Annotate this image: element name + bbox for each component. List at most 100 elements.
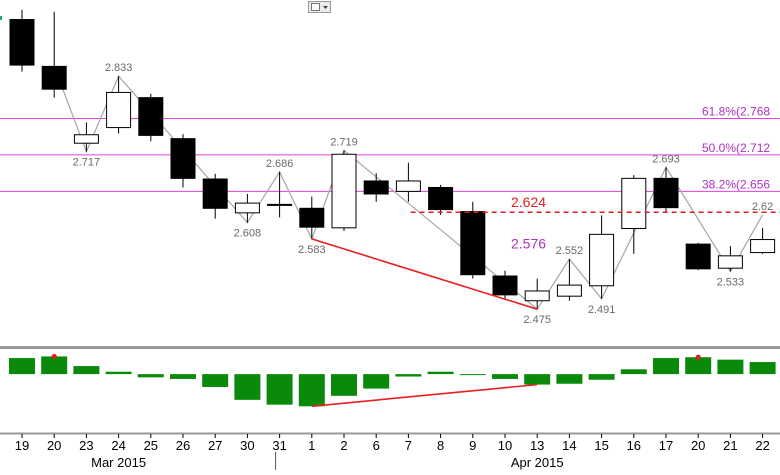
candle: [202, 173, 228, 219]
date-tick-label: 21: [723, 438, 737, 453]
histogram-bar: [105, 371, 132, 375]
candle: [234, 193, 260, 223]
candle: [556, 259, 582, 301]
candle-body: [73, 134, 99, 144]
histogram-bar: [459, 374, 486, 376]
pivot-label: 2.686: [266, 158, 294, 170]
date-tick-label: 19: [15, 438, 29, 453]
candle-body: [460, 211, 486, 276]
histogram-peak-marker: [695, 354, 701, 360]
date-tick-label: 2: [340, 438, 347, 453]
histogram-peak-marker: [51, 353, 57, 360]
candle-body: [395, 180, 421, 192]
candle: [492, 270, 518, 300]
histogram-bar: [234, 374, 261, 400]
candle: [395, 162, 421, 202]
candle: [460, 201, 486, 279]
candle-body: [363, 180, 389, 195]
candle-body: [41, 65, 67, 90]
price-divergence-line: [311, 238, 538, 310]
histogram-bar: [524, 374, 551, 385]
candles: [9, 9, 776, 310]
candle-body: [750, 239, 776, 254]
pivot-label: 2.62: [752, 201, 773, 213]
edge-marker: [0, 16, 2, 20]
histogram-bar: [9, 358, 35, 375]
histogram-bar: [749, 362, 776, 375]
date-tick-label: 8: [437, 438, 444, 453]
candle: [589, 215, 615, 299]
date-tick-label: 7: [405, 438, 412, 453]
candle: [170, 134, 196, 188]
candle: [41, 11, 67, 98]
fib-level-label: 61.8%(2.768: [702, 104, 770, 118]
candle: [106, 76, 132, 134]
histogram-bar: [492, 374, 518, 379]
date-tick-label: 31: [272, 438, 286, 453]
candle-body: [234, 202, 260, 214]
histogram-bar: [170, 374, 196, 379]
date-tick-label: 15: [594, 438, 608, 453]
histogram-bar: [331, 374, 357, 396]
candle: [363, 173, 389, 202]
histogram-bar: [395, 374, 422, 377]
toolbar-icon: [311, 3, 320, 11]
chevron-down-icon: [323, 6, 328, 9]
pivot-labels: 2.717 2.833 2.608 2.686 2.583 2.719 2.475 2.552…: [73, 62, 774, 326]
candle: [299, 196, 325, 239]
histogram-bar: [363, 374, 390, 389]
pivot-label: 2.475: [523, 314, 551, 326]
pivot-label: 2.608: [234, 228, 262, 240]
candle: [331, 150, 357, 232]
candle-body: [685, 243, 711, 270]
candle-body: [299, 207, 325, 228]
candle: [524, 278, 550, 310]
candle-body: [267, 203, 293, 206]
candle-body: [717, 255, 743, 269]
histogram-bar: [685, 357, 712, 375]
histogram-panel: [9, 353, 776, 408]
candle-body: [492, 275, 518, 296]
date-tick-label: 13: [530, 438, 544, 453]
histogram-bar: [266, 374, 293, 405]
histogram-bar: [73, 366, 100, 375]
month-label: Mar 2015: [91, 455, 146, 470]
date-tick-label: 9: [469, 438, 476, 453]
date-tick-label: 20: [691, 438, 705, 453]
date-tick-label: 22: [755, 438, 769, 453]
pivot-label: 2.717: [73, 157, 101, 169]
histogram-bar: [137, 374, 164, 378]
pivot-label: 2.693: [652, 153, 680, 165]
date-tick-label: 20: [47, 438, 61, 453]
date-tick-label: 24: [111, 438, 125, 453]
pivot-label: 2.833: [105, 62, 133, 74]
candle-body: [428, 186, 454, 211]
candle: [621, 175, 647, 254]
pivot-label: 2.491: [588, 304, 616, 316]
histogram-bar: [653, 358, 679, 375]
date-tick-label: 10: [498, 438, 512, 453]
fib-level-label: 38.2%(2.656: [702, 177, 770, 191]
candle: [9, 9, 35, 72]
histogram-bar: [620, 369, 647, 375]
histogram-bar: [41, 356, 68, 375]
candle-body: [621, 177, 647, 229]
pivot-label: 2.583: [298, 244, 326, 256]
chart-chrome: [0, 1, 331, 20]
histogram-bar: [427, 371, 454, 375]
date-tick-label: 26: [176, 438, 190, 453]
candle-body: [556, 284, 582, 297]
date-axis: 19 20 23 24 25 26 27 30 31 1 2 6 7 8 9 10 13 14 15 16 17 20 21…: [15, 434, 770, 470]
histogram-bar: [588, 374, 615, 380]
price-levels: 2.624 2.576: [311, 194, 780, 310]
pivot-label: 2.552: [556, 245, 584, 257]
date-tick-label: 14: [562, 438, 576, 453]
histogram-bar: [298, 374, 325, 407]
pivot-label: 2.533: [717, 276, 745, 288]
fib-level-label: 50.0%(2.712: [702, 141, 770, 155]
date-tick-label: 25: [144, 438, 158, 453]
candle: [138, 93, 164, 142]
candle: [428, 184, 454, 215]
